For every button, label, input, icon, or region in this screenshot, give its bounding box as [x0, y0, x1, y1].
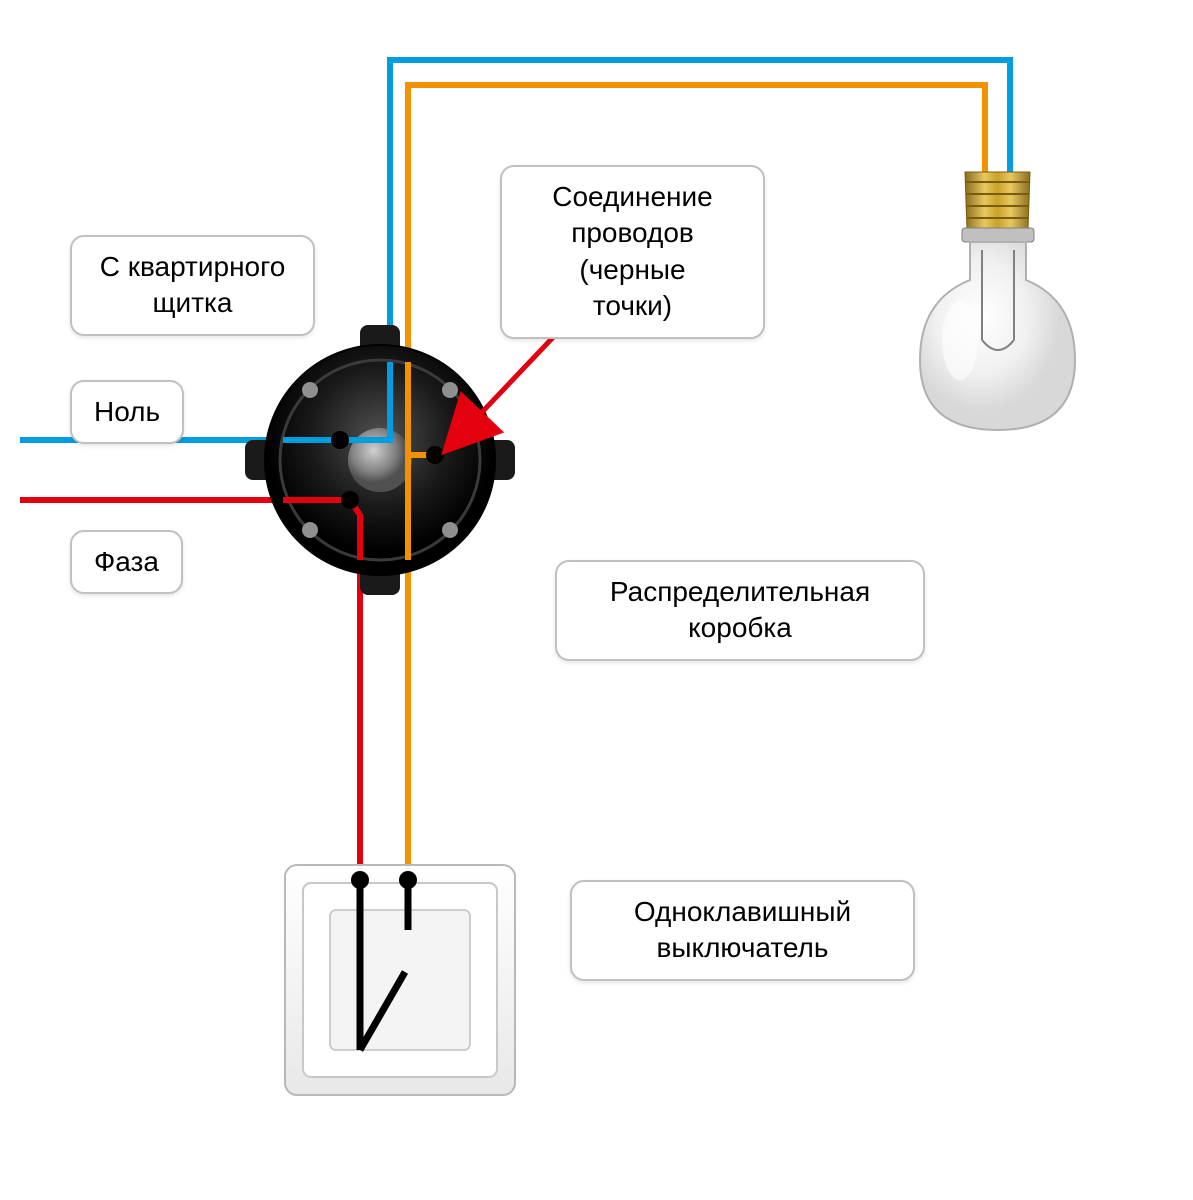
junction-box: [245, 325, 515, 595]
label-panel: С квартирногощитка: [70, 235, 315, 336]
label-neutral: Ноль: [70, 380, 184, 444]
label-phase-text: Фаза: [94, 546, 159, 577]
label-connections-text: Соединениепроводов(черныеточки): [552, 181, 712, 321]
label-connections: Соединениепроводов(черныеточки): [500, 165, 765, 339]
label-neutral-text: Ноль: [94, 396, 160, 427]
connection-dot: [426, 446, 444, 464]
label-switch-text: Одноклавишныйвыключатель: [634, 896, 851, 963]
bulb-icon: [920, 172, 1075, 430]
switch-icon: [285, 865, 515, 1095]
label-junction-box: Распределительнаякоробка: [555, 560, 925, 661]
label-junction-box-text: Распределительнаякоробка: [610, 576, 870, 643]
label-phase: Фаза: [70, 530, 183, 594]
connection-dot: [331, 431, 349, 449]
connection-dot: [341, 491, 359, 509]
label-panel-text: С квартирногощитка: [100, 251, 286, 318]
label-switch: Одноклавишныйвыключатель: [570, 880, 915, 981]
